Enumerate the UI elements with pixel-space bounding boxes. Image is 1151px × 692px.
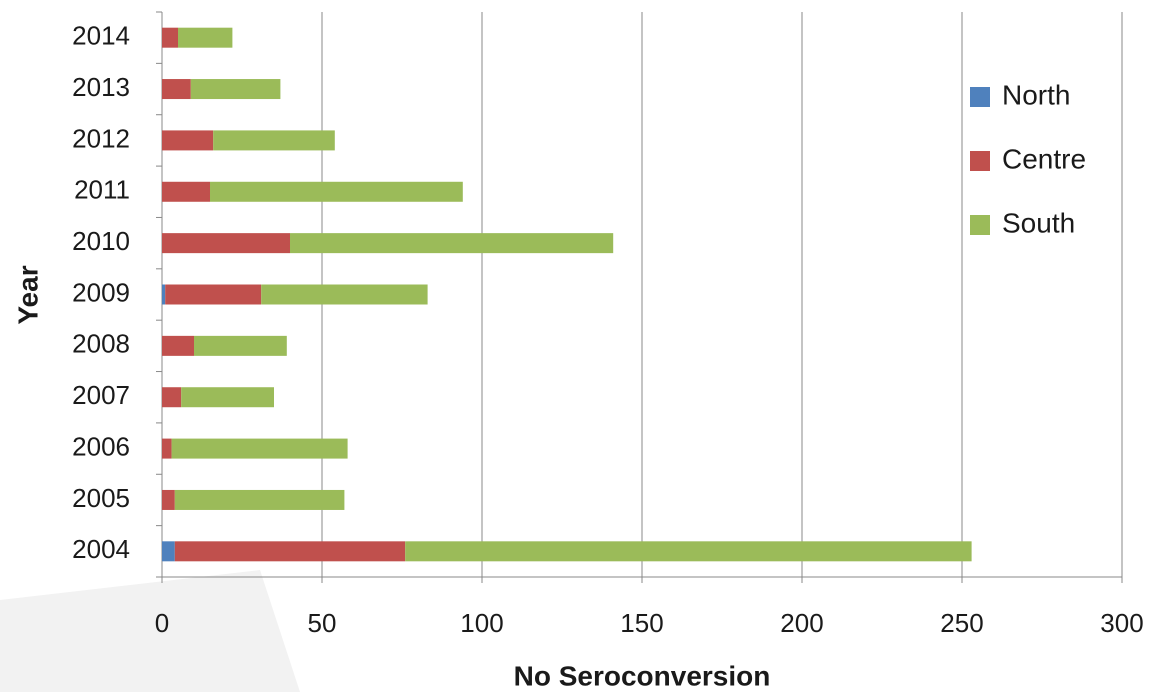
- bar-segment: [162, 182, 210, 202]
- y-tick-label: 2009: [72, 277, 130, 307]
- x-tick-label: 100: [460, 608, 503, 638]
- bar-segment: [181, 387, 274, 407]
- y-tick-label: 2010: [72, 226, 130, 256]
- x-tick-label: 150: [620, 608, 663, 638]
- legend-label: Centre: [1002, 143, 1086, 174]
- y-tick-label: 2008: [72, 329, 130, 359]
- y-tick-label: 2012: [72, 123, 130, 153]
- bar-segment: [213, 130, 335, 150]
- bar-segment: [162, 490, 175, 510]
- x-tick-label: 200: [780, 608, 823, 638]
- chart: No Seroconversion Year 0 50 100 150 200 250 30…: [0, 0, 1151, 692]
- bar-segment: [162, 387, 181, 407]
- bar-segment: [162, 130, 213, 150]
- x-tick-label: 250: [940, 608, 983, 638]
- x-tick-label: 300: [1100, 608, 1143, 638]
- bar-segment: [162, 439, 172, 459]
- bar-segment: [162, 79, 191, 99]
- bar-segment: [261, 285, 427, 305]
- y-tick-label: 2007: [72, 380, 130, 410]
- bar-segment: [290, 233, 613, 253]
- x-tick-label: 0: [155, 608, 169, 638]
- bar-segment: [162, 28, 178, 48]
- bar-segment: [172, 439, 348, 459]
- bar-segment: [405, 541, 971, 561]
- bar-segment: [191, 79, 281, 99]
- bar-segment: [210, 182, 463, 202]
- legend-swatch: [970, 215, 990, 235]
- bar-segment: [175, 490, 345, 510]
- background-shape: [0, 570, 300, 692]
- y-tick-label: 2004: [72, 534, 130, 564]
- y-tick-label: 2005: [72, 483, 130, 513]
- bar-segment: [162, 233, 290, 253]
- legend-label: North: [1002, 79, 1070, 110]
- y-tick-label: 2013: [72, 72, 130, 102]
- y-tick-label: 2006: [72, 431, 130, 461]
- legend-swatch: [970, 151, 990, 171]
- y-axis-title: Year: [12, 265, 43, 324]
- bar-segment: [175, 541, 405, 561]
- page: No Seroconversion Year 0 50 100 150 200 250 30…: [0, 0, 1151, 692]
- bar-segment: [162, 285, 165, 305]
- bar-segment: [162, 336, 194, 356]
- legend-swatch: [970, 87, 990, 107]
- x-axis-title: No Seroconversion: [514, 660, 771, 691]
- bar-segment: [178, 28, 232, 48]
- y-tick-label: 2011: [74, 175, 130, 205]
- legend-label: South: [1002, 207, 1075, 238]
- bar-segment: [162, 541, 175, 561]
- bar-segment: [165, 285, 261, 305]
- y-tick-label: 2014: [72, 21, 130, 51]
- x-tick-label: 50: [308, 608, 337, 638]
- bar-segment: [194, 336, 287, 356]
